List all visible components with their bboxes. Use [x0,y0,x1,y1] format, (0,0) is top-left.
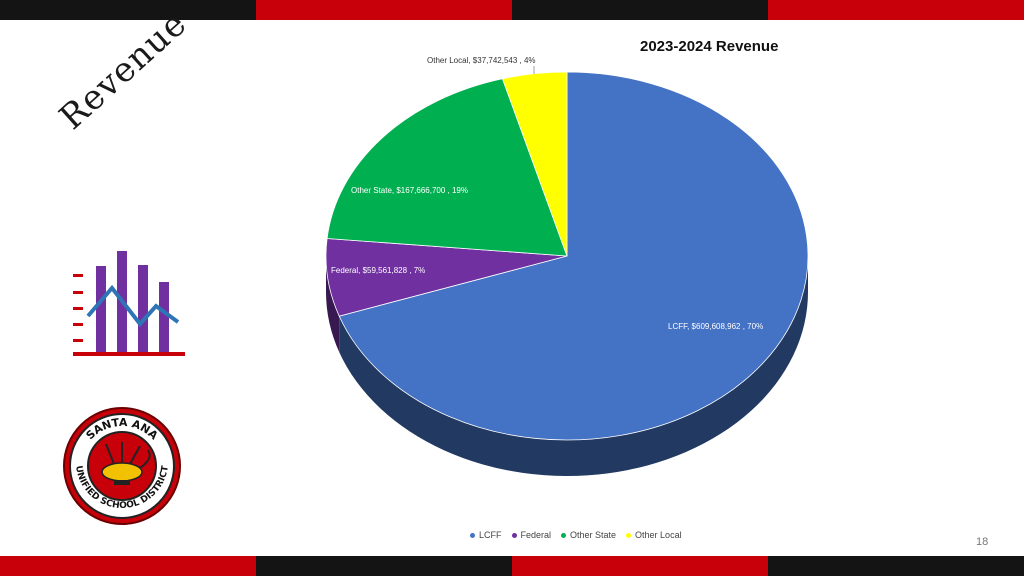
chart-title: 2023-2024 Revenue [640,38,779,55]
legend-item-other-state: Other State [561,530,616,540]
legend-item-lcff: LCFF [470,530,502,540]
legend-label: Other State [570,530,617,540]
data-label-other-local: Other Local, $37,742,543 , 4% [427,56,536,65]
pie-side-lcff [339,256,808,477]
legend-swatch [561,532,567,538]
pie-slices [325,71,809,441]
data-label-lcff: LCFF, $609,608,962 , 70% [668,322,763,331]
data-label-federal: Federal, $59,561,828 , 7% [331,266,425,275]
legend-swatch [626,532,632,538]
pie-slice-other-local [501,71,568,257]
bar-line-chart-icon [73,251,185,356]
pie-labels: LCFF, $609,608,962 , 70% Federal, $59,561… [331,56,763,331]
legend-item-other-local: Other Local [626,530,682,540]
legend-label: Federal [520,530,552,540]
legend-swatch [470,532,475,538]
pie-depth [326,256,808,477]
legend-label: Other Local [635,530,682,540]
chart-legend: LCFF Federal Other State Other Local [470,530,682,540]
pie-side-federal [326,256,340,353]
top-color-band [0,0,1024,20]
pie-slice-other-state [326,78,568,257]
data-label-other-state: Other State, $167,666,700 , 19% [351,186,468,195]
legend-item-federal: Federal [511,530,552,540]
legend-swatch [511,532,517,538]
page-number: 18 [976,536,989,548]
legend-label: LCFF [479,530,502,540]
pie-slice-lcff [338,71,809,441]
bottom-color-band [0,556,1024,576]
district-seal-logo: SANTA ANA UNIFIED SCHOOL DISTRICT [63,407,181,525]
